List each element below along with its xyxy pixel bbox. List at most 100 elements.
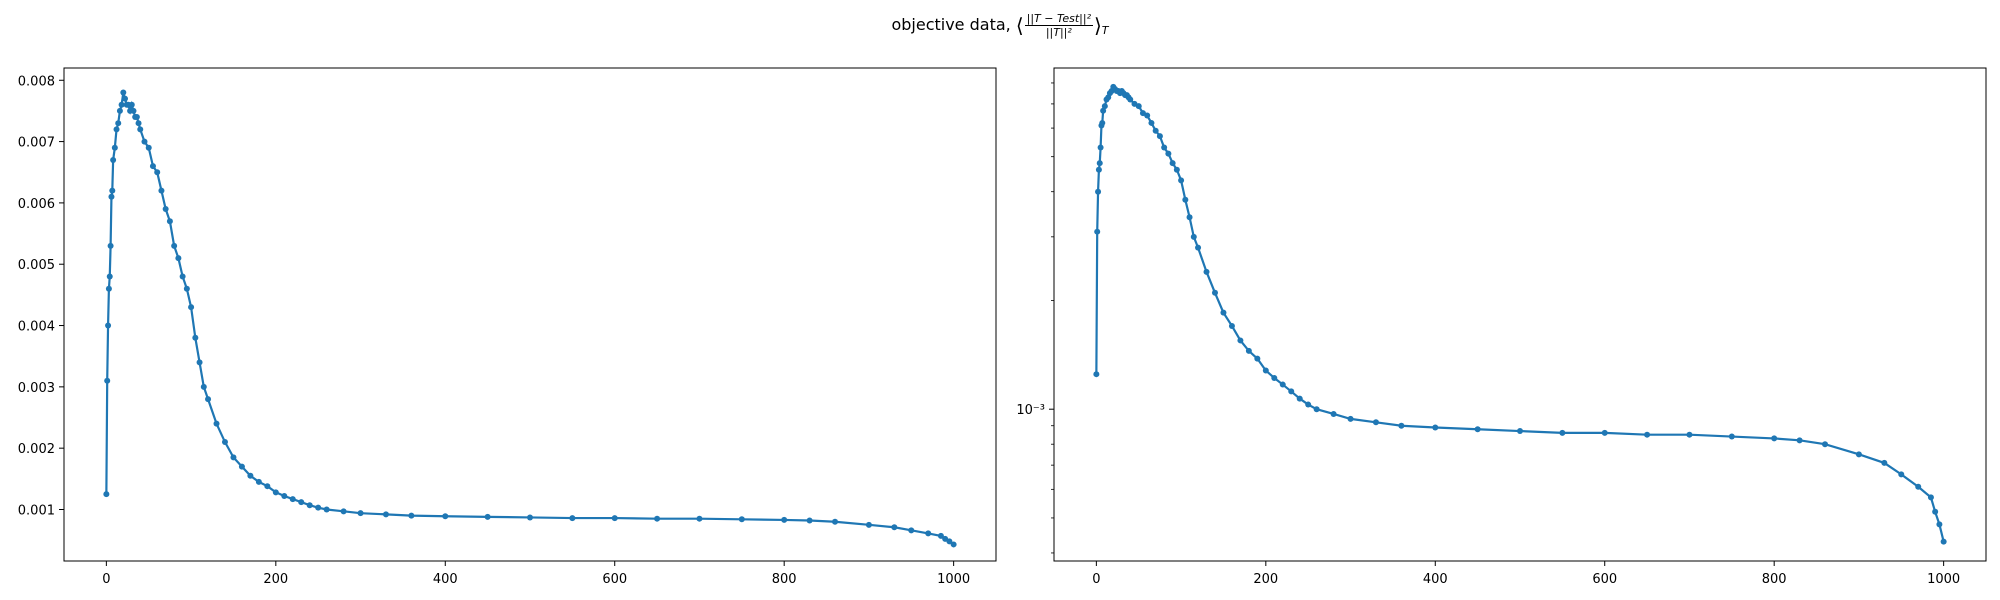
data-point: [1156, 133, 1163, 140]
data-point: [1152, 127, 1159, 134]
data-point: [1279, 381, 1286, 388]
data-point: [1940, 538, 1947, 545]
data-point: [1927, 494, 1934, 501]
x-tick-label: 0: [1092, 572, 1100, 587]
data-point: [183, 285, 190, 292]
data-point: [110, 156, 117, 163]
data-point: [1398, 422, 1405, 429]
data-point: [1195, 244, 1202, 251]
data-point: [1245, 347, 1252, 354]
data-point: [1932, 508, 1939, 515]
data-point: [130, 107, 137, 114]
data-point: [141, 138, 148, 145]
data-point: [116, 107, 123, 114]
data-point: [1094, 228, 1101, 235]
title-left-bracket: ⟨: [1015, 13, 1024, 38]
data-point: [175, 255, 182, 262]
data-point: [865, 521, 872, 528]
data-point: [1254, 355, 1261, 362]
data-point: [1881, 459, 1888, 466]
data-point: [484, 513, 491, 520]
data-point: [1936, 521, 1943, 528]
title-numerator: ||T − Test||²: [1024, 12, 1093, 26]
y-tick-label: 0.004: [18, 320, 55, 335]
data-point: [1474, 426, 1481, 433]
data-point: [200, 383, 207, 390]
data-point: [255, 478, 262, 485]
data-point: [1288, 388, 1295, 395]
data-point: [1372, 419, 1379, 426]
data-point: [289, 496, 296, 503]
data-point: [1822, 441, 1829, 448]
y-tick-label: 0.002: [18, 442, 55, 457]
data-point: [1262, 367, 1269, 374]
x-tick-label: 200: [263, 572, 288, 587]
data-point: [205, 396, 212, 403]
data-point: [1095, 188, 1102, 195]
data-point: [1101, 103, 1108, 110]
data-point: [1305, 401, 1312, 408]
data-point: [1099, 119, 1106, 126]
y-tick-label: 0.008: [18, 74, 55, 89]
data-point: [179, 273, 186, 280]
data-point: [1330, 410, 1337, 417]
data-point: [162, 206, 169, 213]
y-tick-label: 10⁻³: [1016, 403, 1045, 418]
data-point: [357, 510, 364, 517]
title-prefix: objective data,: [891, 15, 1011, 34]
data-point: [1096, 160, 1103, 167]
data-point: [298, 499, 305, 506]
data-point: [1728, 433, 1735, 440]
data-point: [908, 527, 915, 534]
data-point: [247, 472, 254, 479]
data-point: [1644, 431, 1651, 438]
data-point: [109, 187, 116, 194]
y-tick-label: 0.001: [18, 503, 55, 518]
data-point: [1271, 375, 1278, 381]
data-point: [738, 516, 745, 523]
data-point: [196, 359, 203, 366]
data-point: [122, 95, 128, 102]
title-subscript: T: [1101, 24, 1109, 37]
x-tick-label: 600: [602, 572, 627, 587]
data-point: [238, 463, 245, 470]
data-point: [382, 511, 389, 518]
x-tick-label: 800: [1762, 572, 1787, 587]
x-tick-label: 200: [1253, 572, 1278, 587]
data-point: [654, 515, 661, 522]
data-point: [1095, 166, 1102, 173]
data-point: [281, 493, 288, 499]
data-point: [171, 242, 178, 249]
data-point: [340, 508, 347, 515]
data-point: [611, 515, 618, 522]
data-point: [111, 144, 118, 151]
data-point: [1915, 483, 1922, 490]
data-point: [105, 285, 112, 292]
data-point: [408, 512, 415, 519]
data-point: [937, 532, 944, 539]
data-point: [108, 193, 115, 200]
data-point: [1190, 233, 1197, 240]
data-point: [832, 518, 839, 525]
series-line: [105, 92, 955, 546]
y-tick-label: 0.007: [18, 136, 55, 151]
data-point: [1169, 160, 1176, 167]
x-tick-label: 600: [1592, 572, 1617, 587]
data-point: [1686, 431, 1693, 438]
left-linear-plot: 0 200 400 600 800 1000 0.001 0.002 0.003 0.004 0.0…: [18, 67, 997, 587]
data-point: [113, 126, 120, 133]
data-point: [925, 530, 932, 537]
data-point: [154, 169, 161, 176]
data-point: [1178, 177, 1185, 184]
figure-title: objective data, ⟨ ||T − Test||² ||T||² ⟩T: [0, 12, 2000, 39]
data-point: [1161, 144, 1168, 151]
x-tick-label: 1000: [1927, 572, 1960, 587]
x-tick-label: 0: [102, 572, 110, 587]
data-point: [221, 439, 228, 446]
data-point: [1237, 337, 1244, 344]
data-point: [1296, 395, 1303, 402]
y-tick-label: 0.006: [18, 197, 55, 212]
data-point: [213, 420, 220, 427]
data-point: [1228, 322, 1235, 329]
data-point: [806, 517, 813, 524]
